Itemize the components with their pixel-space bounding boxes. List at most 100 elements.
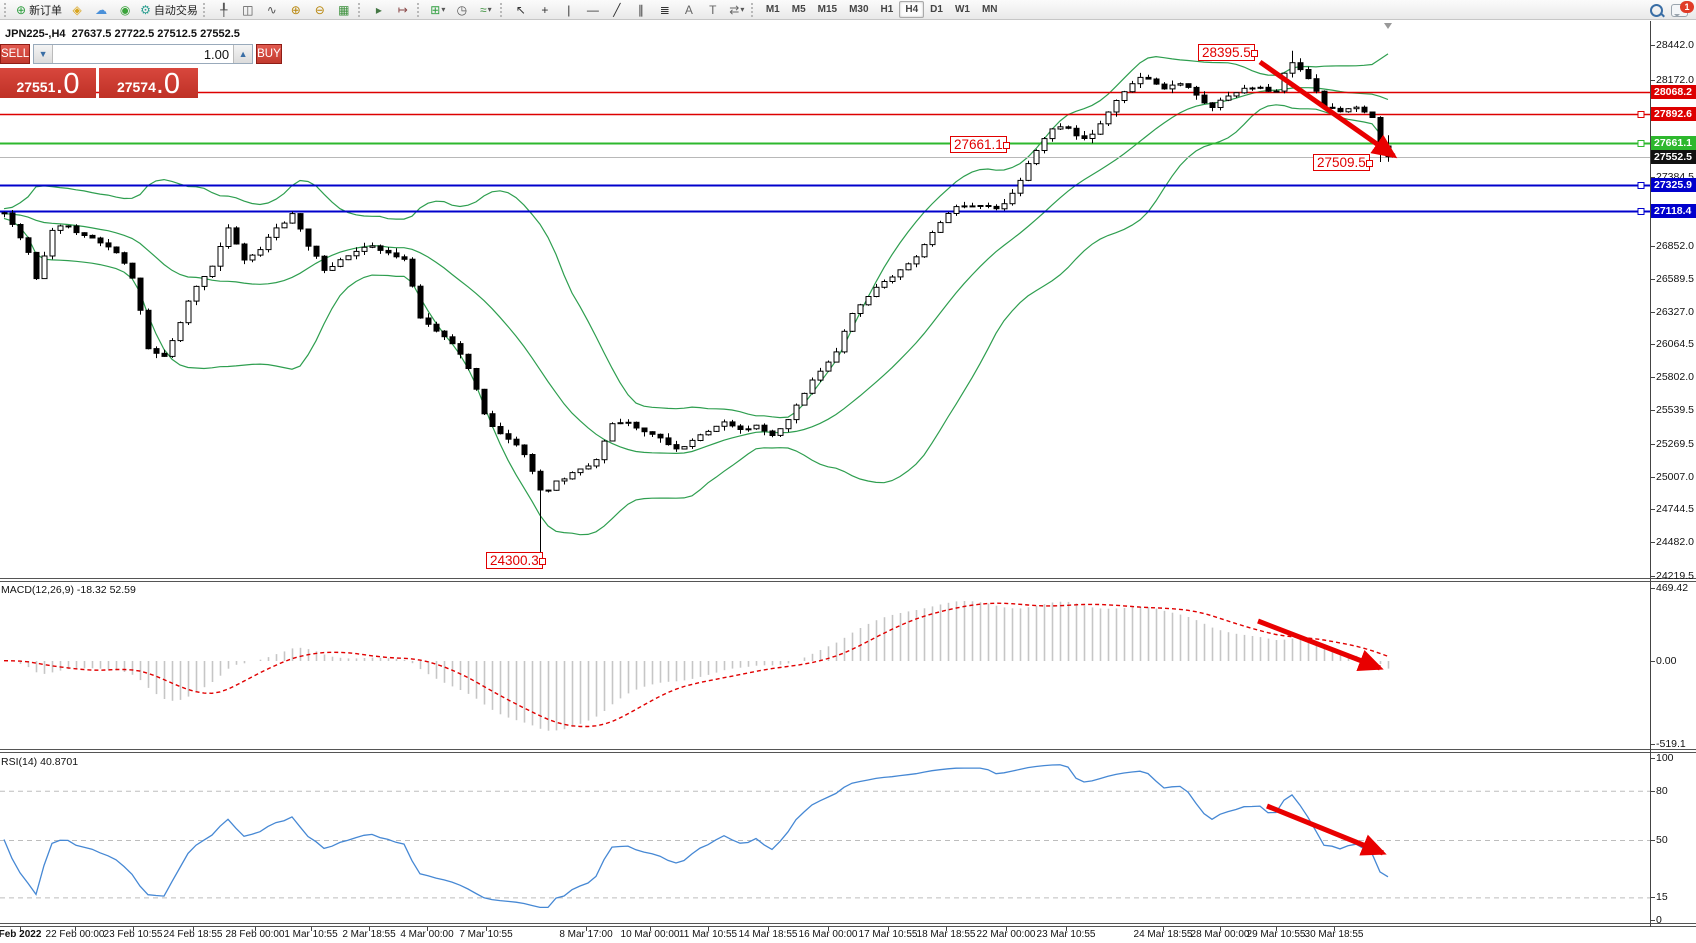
trend-arrow[interactable] (1257, 618, 1384, 671)
chevron-down-icon[interactable]: ▾ (487, 5, 492, 14)
toolbar-grip[interactable] (357, 2, 363, 17)
line-handle[interactable] (1637, 208, 1645, 215)
volume-decrease-button[interactable]: ▼ (34, 45, 54, 63)
time-axis-label: 16 Mar 00:00 (798, 929, 858, 940)
price-annotation-label[interactable]: 24300.3 (486, 552, 546, 569)
time-axis-label: 22 Feb 00:00 (45, 929, 105, 940)
sell-button[interactable]: SELL (0, 44, 31, 64)
signals-icon: ◉ (119, 2, 131, 17)
bollinger-middle-band (3, 87, 1389, 455)
line-handle[interactable] (1637, 140, 1645, 147)
line-handle[interactable] (1637, 111, 1645, 118)
toolbar-grip[interactable] (202, 2, 208, 17)
toolbar-grip[interactable] (750, 2, 756, 17)
price-tick-label: 26064.5 (1656, 338, 1694, 350)
price-tick-label: 26589.5 (1656, 273, 1694, 285)
chart-shift-button[interactable]: ↦ (391, 0, 415, 20)
signals-button[interactable]: ◉ (113, 0, 137, 20)
macd-signal-line (3, 602, 1389, 728)
sell-price-display[interactable]: 27551.0 (0, 68, 96, 99)
trend-arrow[interactable] (1258, 59, 1398, 159)
price-tick-label: 26327.0 (1656, 306, 1694, 318)
price-axis-badge: 27118.4 (1651, 204, 1696, 218)
chevron-down-icon[interactable]: ▾ (740, 5, 745, 14)
timeframe-mn[interactable]: MN (981, 4, 998, 15)
time-axis-label: 10 Mar 00:00 (620, 929, 680, 940)
timeframe-m15[interactable]: M15 (817, 4, 838, 15)
rsi-tick-label: 0 (1656, 914, 1662, 926)
volume-input[interactable] (53, 45, 234, 63)
price-annotation-label[interactable]: 27661.1 (950, 136, 1010, 153)
timeframe-h1[interactable]: H1 (880, 4, 894, 15)
line-handle[interactable] (1637, 182, 1645, 189)
fibonacci-icon: ≣ (659, 2, 670, 17)
one-click-trading-panel: SELL ▼ ▲ BUY 27551.0 27574.0 (0, 44, 282, 99)
period-button[interactable]: ◷ (450, 0, 474, 20)
price-axis-badge: 27661.1 (1651, 136, 1696, 150)
chart-shift-icon: ↦ (397, 2, 408, 17)
text-button[interactable]: A (677, 0, 701, 20)
time-axis-label: 14 Mar 18:55 (738, 929, 798, 940)
ingot-button[interactable]: ◈ (65, 0, 89, 20)
timeframe-h4[interactable]: H4 (899, 1, 925, 18)
volume-increase-button[interactable]: ▲ (233, 45, 253, 63)
arrows-button[interactable]: ⇄ ▾ (725, 0, 749, 20)
auto-scroll-button[interactable]: ▸ (367, 0, 391, 20)
toolbar-grip[interactable] (4, 2, 9, 17)
zoom-in-button[interactable]: ⊕ (284, 0, 308, 20)
timeframe-d1[interactable]: D1 (930, 4, 943, 15)
candlestick-button[interactable]: ◫ (236, 0, 260, 20)
timeframe-m1[interactable]: M1 (765, 4, 780, 15)
new-chart-button[interactable]: ⊞ ▾ (426, 0, 450, 20)
chart-shift-marker[interactable] (1384, 23, 1392, 29)
search-icon[interactable] (1650, 3, 1663, 17)
toolbar-right-group: 1 (1650, 0, 1694, 20)
crosshair-button[interactable]: + (533, 0, 557, 20)
fibonacci-button[interactable]: ≣ (653, 0, 677, 20)
zoom-in-icon: ⊕ (290, 2, 301, 17)
timeframe-w1[interactable]: W1 (954, 4, 970, 15)
buy-price-display[interactable]: 27574.0 (99, 68, 198, 99)
macd-tick-label: 469.42 (1656, 582, 1689, 594)
horizontal-line-button[interactable]: — (581, 0, 605, 20)
line-chart-button[interactable]: ∿ (260, 0, 284, 20)
ohlc-bars-button[interactable]: ╀ (212, 0, 236, 20)
timeframe-m30[interactable]: M30 (849, 4, 869, 15)
channel-button[interactable]: ∥ (629, 0, 653, 20)
new-chart-icon: ⊞ (430, 2, 441, 17)
trend-arrow[interactable] (1266, 803, 1387, 856)
chevron-down-icon[interactable]: ▾ (441, 5, 446, 14)
trendline-icon: ╱ (613, 2, 621, 17)
price-annotation-label[interactable]: 27509.5 (1313, 154, 1373, 171)
time-axis-label: 17 Mar 10:55 (858, 929, 918, 940)
time-axis-label: Feb 2022 (0, 929, 42, 940)
community-button[interactable]: ☁ (89, 0, 113, 20)
chat-bubble-icon[interactable]: 1 (1671, 0, 1694, 17)
price-axis-badge: 27325.9 (1651, 178, 1696, 192)
timeframe-m5[interactable]: M5 (791, 4, 806, 15)
time-axis-label: 24 Mar 18:55 (1133, 929, 1193, 940)
time-axis-label: 4 Mar 00:00 (400, 929, 454, 940)
buy-price-main: 27574 (116, 79, 156, 95)
macd-tick-label: -519.1 (1656, 738, 1686, 750)
label-button[interactable]: T (701, 0, 725, 20)
vertical-line-button[interactable]: | (557, 0, 581, 20)
trendline-button[interactable]: ╱ (605, 0, 629, 20)
new-order-button[interactable]: ⊕ 新订单 (13, 0, 65, 20)
toolbar-grip[interactable] (416, 2, 422, 17)
template-button[interactable]: ≈ ▾ (474, 0, 498, 20)
tile-windows-button[interactable]: ▦ (332, 0, 356, 20)
price-tick-label: 25269.5 (1656, 438, 1694, 450)
main-toolbar: ⊕ 新订单 ◈ ☁ ◉ ⚙ 自动交易 ╀ ◫ ∿ ⊕ ⊖ ▦ ▸ ↦ ⊞ ▾ ◷ ≈ ▾ ↖ + | — ╱ ∥ ≣ A T ⇄ ▾ M1 M5… (0, 0, 1696, 20)
channel-icon: ∥ (637, 2, 644, 17)
macd-tick-label: 0.00 (1656, 655, 1677, 667)
buy-button[interactable]: BUY (256, 44, 282, 64)
zoom-out-button[interactable]: ⊖ (308, 0, 332, 20)
price-annotation-label[interactable]: 28395.5 (1198, 44, 1258, 61)
cursor-button[interactable]: ↖ (509, 0, 533, 20)
autotrading-button[interactable]: ⚙ 自动交易 (137, 0, 201, 20)
new-order-icon: ⊕ (16, 2, 27, 17)
bollinger-lower-band (3, 104, 1389, 536)
toolbar-grip[interactable] (499, 2, 505, 17)
